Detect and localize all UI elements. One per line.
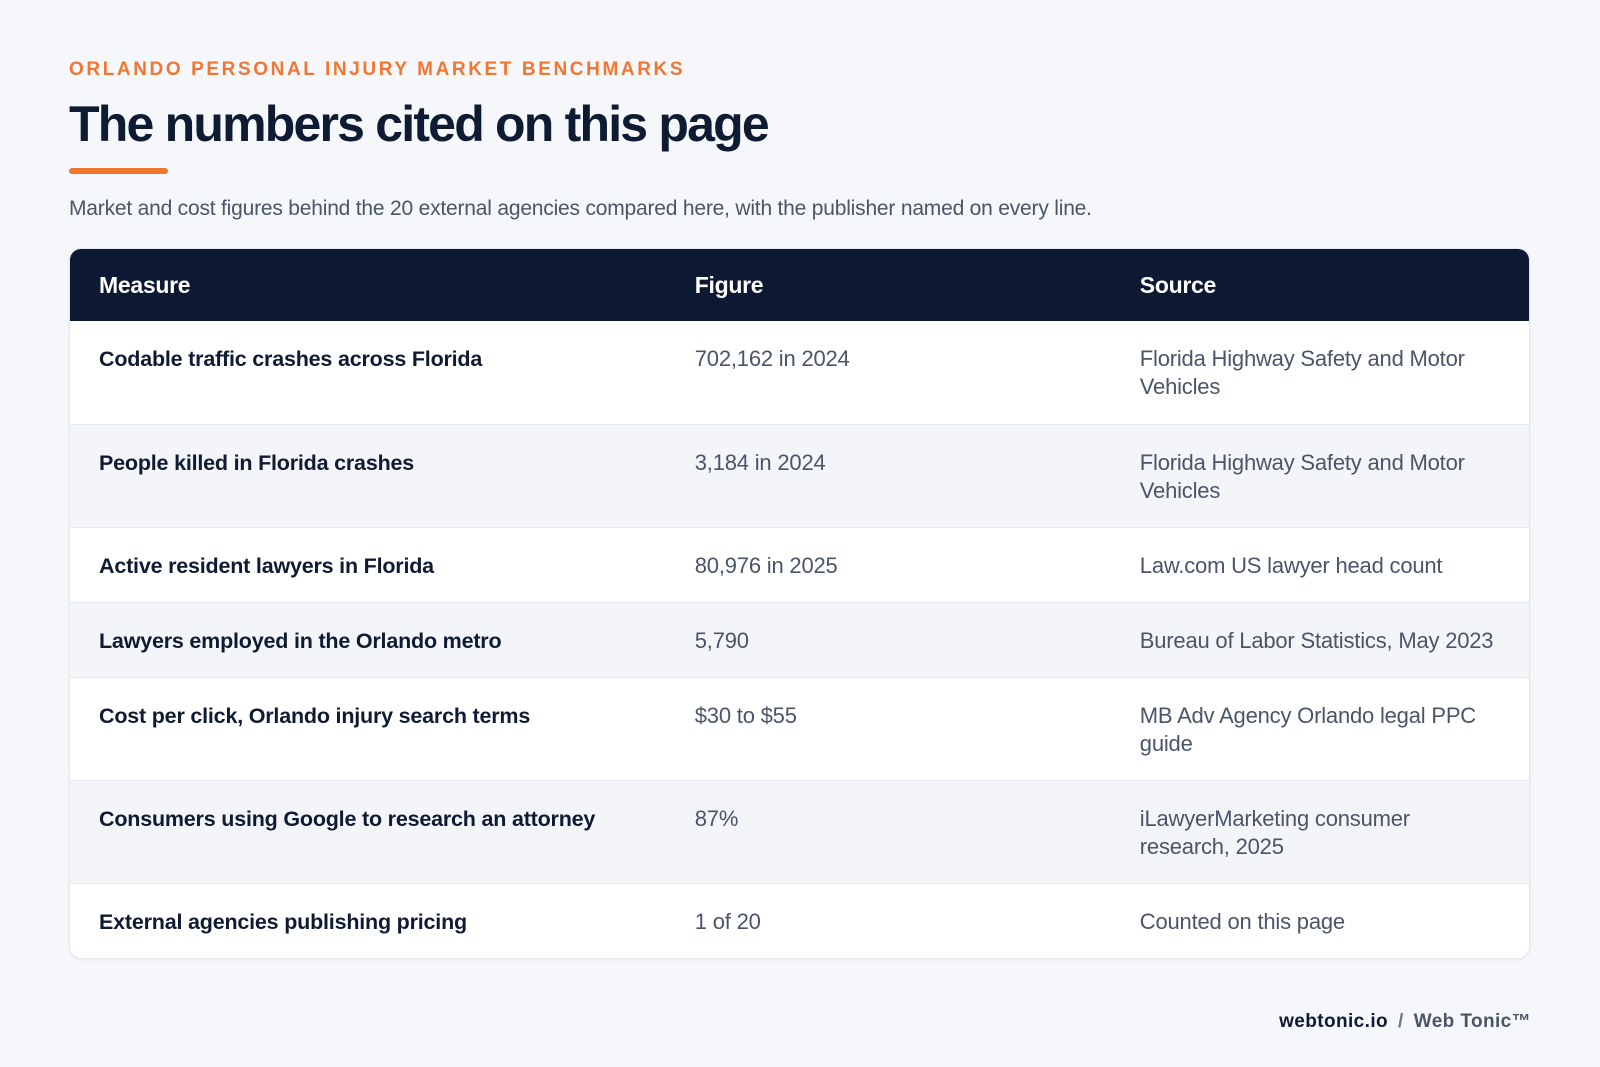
cell-measure: Lawyers employed in the Orlando metro [99, 629, 502, 653]
title-accent-bar [69, 168, 168, 174]
cell-figure: 87% [694, 806, 739, 831]
page-title: The numbers cited on this page [69, 96, 770, 152]
cell-source: Florida Highway Safety and Motor Vehicle… [1139, 450, 1465, 503]
cell-figure: 702,162 in 2024 [694, 346, 850, 371]
footer-attribution: webtonic.io / Web Tonic™ [1279, 1010, 1531, 1034]
table-row: External agencies publishing pricing 1 o… [70, 883, 1529, 958]
cell-measure: External agencies publishing pricing [99, 910, 467, 934]
cell-measure: Cost per click, Orlando injury search te… [99, 704, 531, 728]
table-row: Codable traffic crashes across Florida 7… [70, 321, 1529, 424]
table-row: Consumers using Google to research an at… [70, 780, 1529, 883]
cell-measure: Active resident lawyers in Florida [99, 554, 434, 578]
cell-figure: 1 of 20 [694, 909, 761, 934]
cell-measure: Consumers using Google to research an at… [99, 807, 596, 831]
footer-separator: / [1398, 1011, 1404, 1032]
cell-source: Florida Highway Safety and Motor Vehicle… [1139, 346, 1465, 399]
table-row: People killed in Florida crashes 3,184 i… [70, 424, 1529, 527]
footer-brand: Web Tonic™ [1413, 1011, 1531, 1032]
table-header: Measure Figure Source [70, 249, 1529, 321]
cell-measure: People killed in Florida crashes [99, 451, 415, 475]
page-subtitle: Market and cost figures behind the 20 ex… [69, 197, 1092, 220]
table-row: Lawyers employed in the Orlando metro 5,… [70, 602, 1529, 677]
cell-source: Law.com US lawyer head count [1139, 553, 1443, 578]
eyebrow-label: ORLANDO PERSONAL INJURY MARKET BENCHMARK… [69, 59, 686, 80]
table-row: Active resident lawyers in Florida 80,97… [70, 527, 1529, 602]
cell-figure: $30 to $55 [694, 703, 797, 728]
cell-source: Counted on this page [1139, 909, 1345, 934]
benchmarks-table: Measure Figure Source Codable traffic cr… [69, 248, 1530, 959]
footer-site: webtonic.io [1279, 1011, 1389, 1032]
table-body: Codable traffic crashes across Florida 7… [70, 321, 1529, 958]
cell-figure: 80,976 in 2025 [694, 553, 838, 578]
cell-figure: 5,790 [694, 628, 749, 653]
column-header-measure: Measure [99, 271, 191, 298]
cell-source: MB Adv Agency Orlando legal PPC guide [1139, 703, 1476, 756]
cell-source: Bureau of Labor Statistics, May 2023 [1139, 628, 1494, 653]
cell-figure: 3,184 in 2024 [694, 450, 826, 475]
page-content: ORLANDO PERSONAL INJURY MARKET BENCHMARK… [69, 58, 1530, 959]
table-row: Cost per click, Orlando injury search te… [70, 677, 1529, 780]
column-header-source: Source [1139, 271, 1216, 298]
cell-measure: Codable traffic crashes across Florida [99, 347, 483, 371]
column-header-figure: Figure [694, 271, 764, 298]
cell-source: iLawyerMarketing consumer research, 2025 [1139, 806, 1410, 859]
